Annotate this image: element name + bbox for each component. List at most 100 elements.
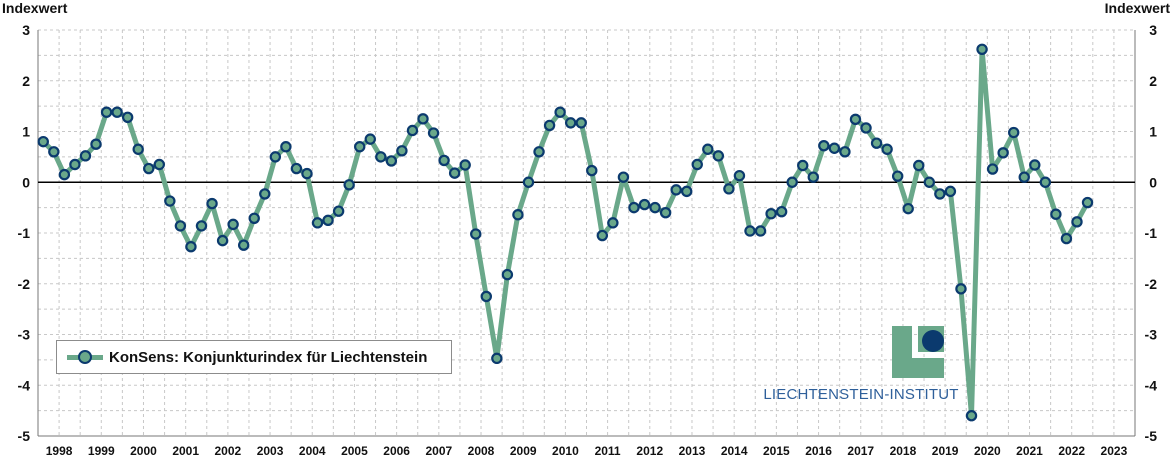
data-point — [986, 163, 999, 175]
y-tick-label-left: 1 — [22, 124, 30, 140]
y-tick-label-left: -5 — [18, 428, 31, 444]
data-point — [459, 159, 471, 171]
x-tick-label: 1998 — [46, 444, 73, 458]
y-tick-label-right: 3 — [1149, 22, 1157, 38]
data-point — [818, 140, 830, 152]
data-point — [723, 183, 735, 195]
data-point — [554, 106, 566, 118]
x-tick-label: 2013 — [679, 444, 706, 458]
data-point — [153, 158, 166, 171]
data-point — [913, 159, 925, 172]
data-point — [891, 170, 904, 182]
data-point — [491, 352, 503, 365]
x-tick-label: 2005 — [341, 444, 368, 458]
x-tick-label: 2010 — [552, 444, 579, 458]
data-point — [364, 133, 376, 145]
data-point — [174, 220, 187, 232]
data-point — [638, 198, 651, 211]
data-point — [58, 168, 71, 181]
data-point — [944, 185, 957, 198]
logo-text: LIECHTENSTEIN-INSTITUT — [763, 386, 959, 403]
data-point — [670, 184, 682, 196]
liechtenstein-institut-logo: LIECHTENSTEIN-INSTITUT — [756, 322, 966, 406]
data-point — [997, 147, 1009, 159]
legend-swatch — [67, 350, 103, 364]
data-point — [470, 228, 482, 240]
x-tick-label: 2015 — [763, 444, 790, 458]
data-point — [343, 179, 355, 191]
data-point — [934, 188, 946, 200]
y-tick-label-right: -5 — [1145, 428, 1158, 444]
data-point — [849, 113, 862, 126]
y-tick-label-left: -2 — [18, 276, 31, 292]
data-point — [259, 188, 271, 200]
x-tick-label: 1999 — [88, 444, 115, 458]
x-tick-label: 2023 — [1101, 444, 1128, 458]
y-tick-label-right: -4 — [1145, 377, 1158, 393]
data-point — [702, 143, 714, 155]
data-point — [164, 195, 176, 207]
y-tick-label-left: -1 — [18, 225, 31, 241]
y-tick-label-right: -3 — [1145, 327, 1158, 343]
data-point — [744, 225, 756, 237]
data-point — [216, 234, 229, 247]
x-tick-label: 2020 — [974, 444, 1001, 458]
data-point — [797, 159, 809, 172]
data-point — [1071, 216, 1083, 228]
data-point — [132, 143, 144, 155]
data-point — [628, 201, 640, 214]
data-point — [385, 155, 398, 167]
data-point — [375, 151, 387, 163]
data-point — [681, 185, 693, 198]
x-tick-label: 2019 — [932, 444, 959, 458]
data-point — [765, 208, 777, 220]
data-point — [1007, 126, 1020, 139]
data-point — [828, 142, 841, 154]
x-tick-label: 2017 — [847, 444, 874, 458]
data-point — [712, 150, 725, 162]
data-point — [512, 209, 524, 221]
data-point — [501, 268, 514, 281]
data-point — [1081, 196, 1094, 209]
data-point — [533, 146, 545, 158]
y-tick-label-left: 3 — [22, 22, 30, 38]
data-point — [596, 229, 609, 242]
x-tick-label: 2006 — [383, 444, 410, 458]
series-line — [40, 46, 1091, 419]
y-tick-label-right: 1 — [1149, 124, 1157, 140]
data-point — [1039, 176, 1052, 188]
data-point — [332, 205, 345, 217]
data-point — [301, 167, 313, 180]
data-point — [79, 150, 92, 162]
data-point — [90, 138, 102, 150]
logo-mark-icon — [892, 326, 944, 378]
data-point — [195, 220, 208, 232]
y-tick-label-left: -4 — [18, 377, 31, 393]
data-point — [354, 141, 366, 153]
data-point — [290, 162, 303, 175]
data-point — [227, 218, 239, 231]
x-tick-label: 2016 — [805, 444, 832, 458]
data-point — [902, 202, 914, 215]
x-tick-label: 2003 — [257, 444, 284, 458]
y-tick-label-right: -1 — [1145, 225, 1158, 241]
data-point — [807, 171, 819, 183]
data-point — [659, 206, 672, 219]
y-tick-label-left: 2 — [22, 73, 30, 89]
data-point — [691, 158, 703, 171]
data-point — [69, 158, 81, 171]
x-tick-label: 2002 — [215, 444, 242, 458]
data-point — [522, 176, 535, 188]
y-tick-label-left: -3 — [18, 327, 31, 343]
y-tick-label-left: 0 — [22, 174, 30, 190]
data-point — [121, 111, 134, 123]
data-point — [1050, 208, 1062, 220]
data-point — [923, 176, 936, 188]
x-tick-label: 2022 — [1058, 444, 1085, 458]
x-tick-label: 2012 — [636, 444, 663, 458]
data-point — [269, 151, 282, 163]
y-tick-label-right: 0 — [1149, 174, 1157, 190]
y-tick-label-right: -2 — [1145, 276, 1158, 292]
data-point — [1018, 171, 1030, 183]
x-tick-label: 2009 — [510, 444, 537, 458]
